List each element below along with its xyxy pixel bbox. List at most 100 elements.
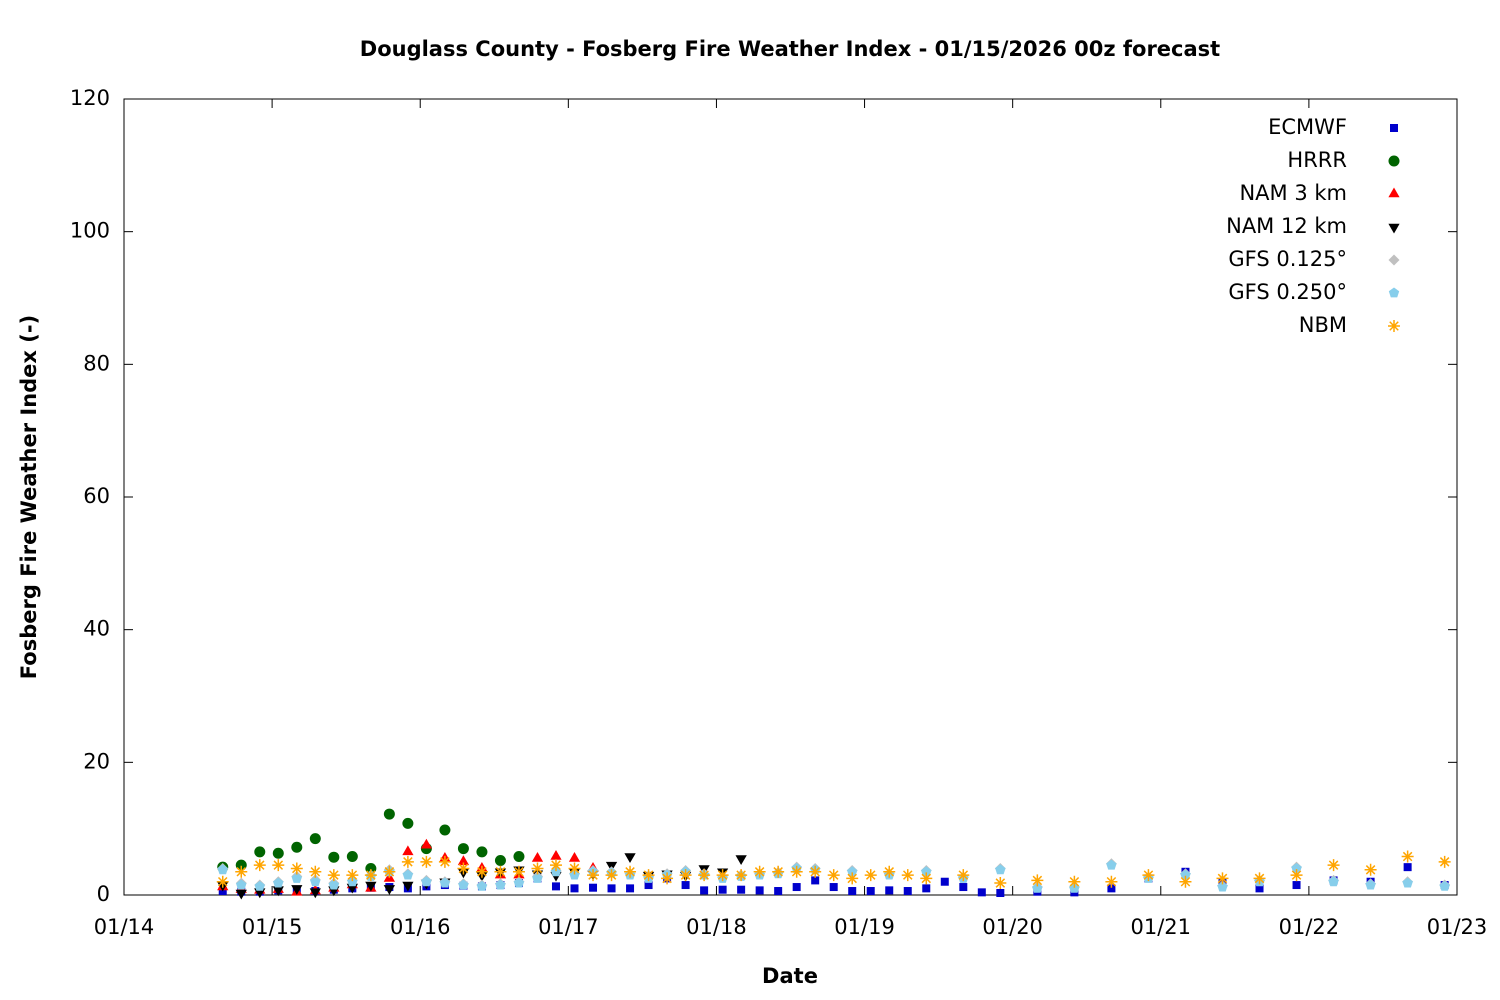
- y-tick-label: 80: [83, 351, 110, 375]
- point: [809, 865, 822, 878]
- x-tick-label: 01/22: [1279, 915, 1340, 939]
- legend-label: NAM 12 km: [1226, 214, 1347, 238]
- legend-marker: [1388, 187, 1400, 198]
- point: [531, 852, 544, 862]
- point: [922, 884, 931, 893]
- legend-marker: [1390, 124, 1398, 132]
- point: [589, 883, 598, 892]
- x-tick-label: 01/16: [390, 915, 451, 939]
- point: [1179, 875, 1192, 888]
- point: [364, 869, 377, 882]
- point: [940, 877, 949, 886]
- point: [457, 862, 470, 875]
- point: [235, 859, 247, 871]
- point: [291, 841, 303, 853]
- point: [512, 865, 525, 878]
- point: [457, 855, 470, 866]
- point: [959, 883, 968, 892]
- legend-label: HRRR: [1287, 148, 1347, 172]
- point: [772, 865, 785, 878]
- point: [217, 864, 228, 875]
- point: [475, 865, 488, 878]
- point: [327, 869, 340, 882]
- y-tick-label: 60: [83, 484, 110, 508]
- legend-marker: [1388, 155, 1400, 167]
- point: [273, 877, 284, 888]
- point: [977, 888, 986, 897]
- x-tick-label: 01/14: [94, 915, 155, 939]
- point: [698, 869, 711, 882]
- point: [272, 886, 284, 897]
- point: [383, 865, 396, 878]
- x-tick-label: 01/20: [982, 915, 1043, 939]
- point: [957, 869, 970, 882]
- point: [848, 887, 857, 896]
- point: [1327, 859, 1340, 872]
- point: [495, 879, 506, 890]
- point: [549, 859, 562, 872]
- point: [681, 881, 690, 890]
- point: [1217, 881, 1228, 892]
- point: [1255, 884, 1264, 893]
- point: [642, 869, 655, 882]
- point: [920, 872, 933, 885]
- point: [402, 881, 414, 892]
- point: [679, 869, 692, 882]
- point: [883, 865, 896, 878]
- point: [1068, 875, 1081, 888]
- point: [901, 869, 914, 882]
- point: [792, 883, 801, 892]
- point: [457, 843, 469, 855]
- point: [607, 884, 616, 893]
- y-tick-label: 0: [97, 882, 110, 906]
- point: [532, 872, 543, 883]
- legend-marker: [1388, 254, 1400, 266]
- point: [291, 872, 302, 883]
- point: [774, 887, 783, 896]
- point: [1291, 863, 1302, 873]
- point: [847, 866, 858, 877]
- legend-marker: [1388, 223, 1400, 234]
- point: [420, 855, 433, 868]
- point: [1401, 850, 1414, 863]
- point: [568, 852, 581, 862]
- point: [253, 859, 266, 872]
- point: [476, 846, 488, 858]
- point: [1032, 882, 1043, 893]
- point: [587, 869, 600, 882]
- point: [735, 855, 747, 865]
- point: [401, 855, 414, 868]
- point: [1106, 859, 1117, 870]
- point: [1107, 884, 1116, 893]
- y-tick-label: 40: [83, 617, 110, 641]
- point: [254, 846, 266, 858]
- point: [476, 880, 488, 891]
- point: [551, 882, 560, 891]
- point: [1439, 880, 1450, 891]
- point: [864, 869, 877, 882]
- point: [1402, 877, 1413, 888]
- x-tick-label: 01/15: [242, 915, 303, 939]
- point: [903, 887, 912, 896]
- point: [846, 872, 859, 885]
- point: [737, 885, 746, 894]
- point: [1328, 876, 1339, 887]
- point: [421, 876, 432, 887]
- point: [1438, 855, 1451, 868]
- point: [402, 817, 414, 829]
- point: [866, 887, 875, 896]
- point: [513, 877, 525, 888]
- point: [661, 872, 674, 885]
- point: [1031, 874, 1044, 887]
- point: [531, 862, 544, 875]
- legend-label: NAM 3 km: [1239, 181, 1347, 205]
- point: [1180, 869, 1191, 880]
- point: [626, 884, 635, 893]
- point: [995, 864, 1006, 875]
- point: [718, 885, 727, 894]
- point: [272, 859, 285, 872]
- x-tick-label: 01/23: [1427, 915, 1488, 939]
- point: [402, 845, 414, 856]
- point: [1105, 875, 1118, 888]
- point: [439, 877, 451, 888]
